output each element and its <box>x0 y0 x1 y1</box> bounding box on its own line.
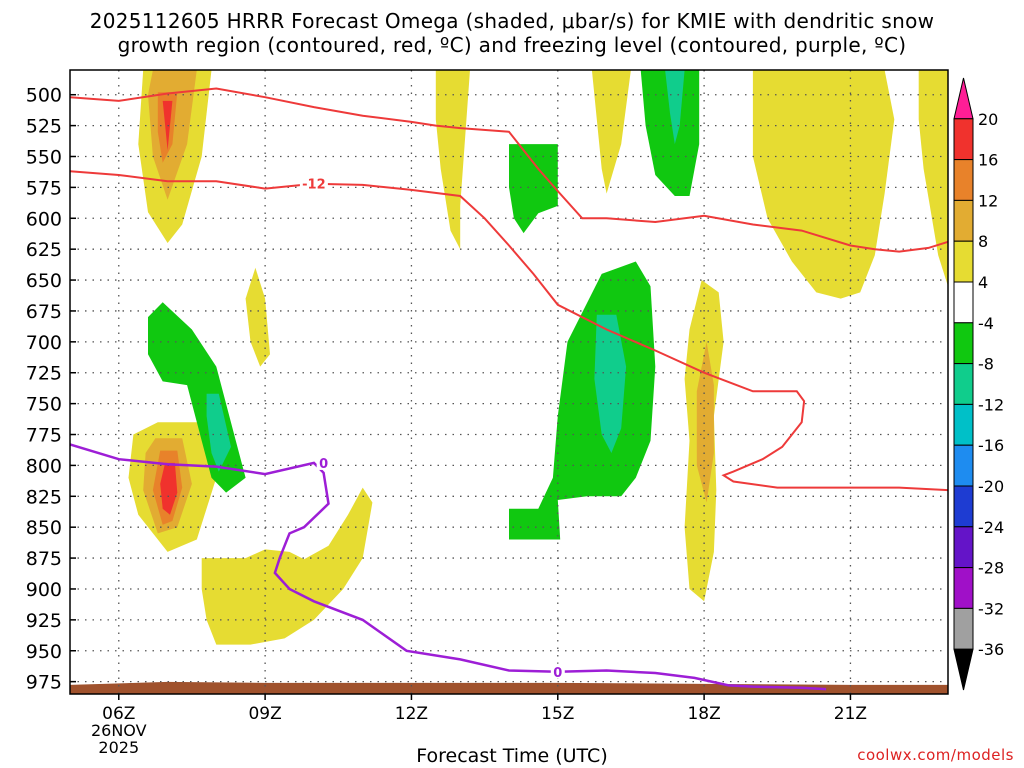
dgz-contour-label: -12 <box>302 178 326 193</box>
colorbar-label: -8 <box>978 355 994 374</box>
freezing-label-bg <box>550 663 565 679</box>
x-axis-title: Forecast Time (UTC) <box>416 745 608 767</box>
x-tick-label: 15Z <box>541 704 574 724</box>
freezing-label-bg <box>316 454 331 470</box>
y-tick-label: 650 <box>26 270 62 292</box>
y-tick-label: 700 <box>26 332 62 354</box>
colorbar-label: -12 <box>978 395 1004 414</box>
y-tick-label: 725 <box>26 363 62 385</box>
colorbar-bin <box>953 322 974 365</box>
dgz-label-bg-1 <box>299 175 328 191</box>
colorbar-label: -20 <box>978 477 1004 496</box>
omega-region-13 <box>509 144 558 234</box>
freezing-level-line <box>70 443 827 691</box>
x-tick-label: 18Z <box>687 704 720 724</box>
colorbar-label: 20 <box>978 110 998 129</box>
colorbar-arrow-bottom <box>953 648 974 691</box>
x-tick-label: 21Z <box>834 704 867 724</box>
source-credit: coolwx.com/models <box>857 746 1014 764</box>
colorbar-bin <box>953 281 974 324</box>
omega-region-21 <box>752 70 895 299</box>
omega-region-16 <box>665 70 685 145</box>
colorbar-label: 4 <box>978 273 988 292</box>
dgz-contour-0 <box>70 87 948 253</box>
y-tick-label: 800 <box>26 455 62 477</box>
colorbar: 20 16 12 8 4 -4 -8 -12 -16 -20 -24 -28 -32 -36 <box>953 77 1004 691</box>
y-tick-label: 875 <box>26 548 62 570</box>
omega-region-20 <box>696 341 714 503</box>
omega-region-9 <box>201 487 373 645</box>
dgz-contour-1 <box>70 170 948 492</box>
y-tick-label: 550 <box>26 146 62 168</box>
colorbar-bin <box>953 567 974 609</box>
colorbar-label: -28 <box>978 559 1004 578</box>
colorbar-bin <box>953 199 974 242</box>
y-tick-label: 625 <box>26 239 62 261</box>
y-tick-label: 825 <box>26 486 62 508</box>
y-tick-label: 525 <box>26 116 62 138</box>
freezing-level-label: 0 <box>553 666 562 681</box>
y-tick-label: 600 <box>26 208 62 230</box>
x-tick-label: 09Z <box>248 704 281 724</box>
y-tick-label: 975 <box>26 672 62 694</box>
colorbar-bin <box>953 240 974 283</box>
x-tick-sublabel: 26NOV <box>91 721 147 740</box>
y-tick-label: 750 <box>26 394 62 416</box>
omega-region-15 <box>640 70 700 196</box>
omega-region-12 <box>435 70 470 250</box>
y-axis: 500 525 550 575 600 625 650 675 700 725 750 775 800 8… <box>26 85 76 694</box>
omega-region-14 <box>591 70 631 194</box>
y-tick-label: 500 <box>26 85 62 107</box>
dgz-contours: -12 <box>70 87 948 492</box>
colorbar-bin <box>953 363 974 405</box>
colorbar-label: -16 <box>978 436 1004 455</box>
colorbar-label: -36 <box>978 640 1004 659</box>
omega-region-7 <box>160 462 178 515</box>
x-tick-sublabel: 2025 <box>98 738 139 757</box>
colorbar-bin <box>953 159 974 201</box>
y-tick-label: 575 <box>26 177 62 199</box>
colorbar-bin <box>953 444 974 487</box>
freezing-level-label: 0 <box>319 457 328 472</box>
colorbar-bin <box>953 403 974 446</box>
colorbar-label: 16 <box>978 151 998 170</box>
x-tick-label: 12Z <box>395 704 428 724</box>
colorbar-label: 8 <box>978 232 988 251</box>
omega-region-11 <box>206 393 231 472</box>
colorbar-bin <box>953 485 974 528</box>
colorbar-bin <box>953 118 974 161</box>
chart-title-line-2: growth region (contoured, red, ºC) and f… <box>117 33 907 57</box>
chart-title-line-1: 2025112605 HRRR Forecast Omega (shaded, … <box>89 9 935 33</box>
colorbar-label: -32 <box>978 599 1004 618</box>
x-tick-label: 06Z <box>102 704 135 724</box>
plot-frame <box>69 69 949 695</box>
colorbar-label: -4 <box>978 314 994 333</box>
omega-shading <box>128 70 948 645</box>
y-tick-label: 850 <box>26 517 62 539</box>
omega-region-18 <box>594 314 627 453</box>
y-tick-label: 675 <box>26 301 62 323</box>
colorbar-label: -24 <box>978 518 1004 537</box>
y-tick-label: 950 <box>26 641 62 663</box>
y-tick-label: 925 <box>26 610 62 632</box>
colorbar-bin <box>953 607 974 650</box>
colorbar-label: 12 <box>978 191 998 210</box>
freezing-level-contour: 00 <box>70 443 827 691</box>
y-tick-label: 775 <box>26 425 62 447</box>
omega-region-8 <box>245 267 270 367</box>
colorbar-bin <box>953 526 974 569</box>
y-tick-label: 900 <box>26 579 62 601</box>
omega-region-22 <box>918 70 948 287</box>
colorbar-arrow-top <box>953 77 974 120</box>
